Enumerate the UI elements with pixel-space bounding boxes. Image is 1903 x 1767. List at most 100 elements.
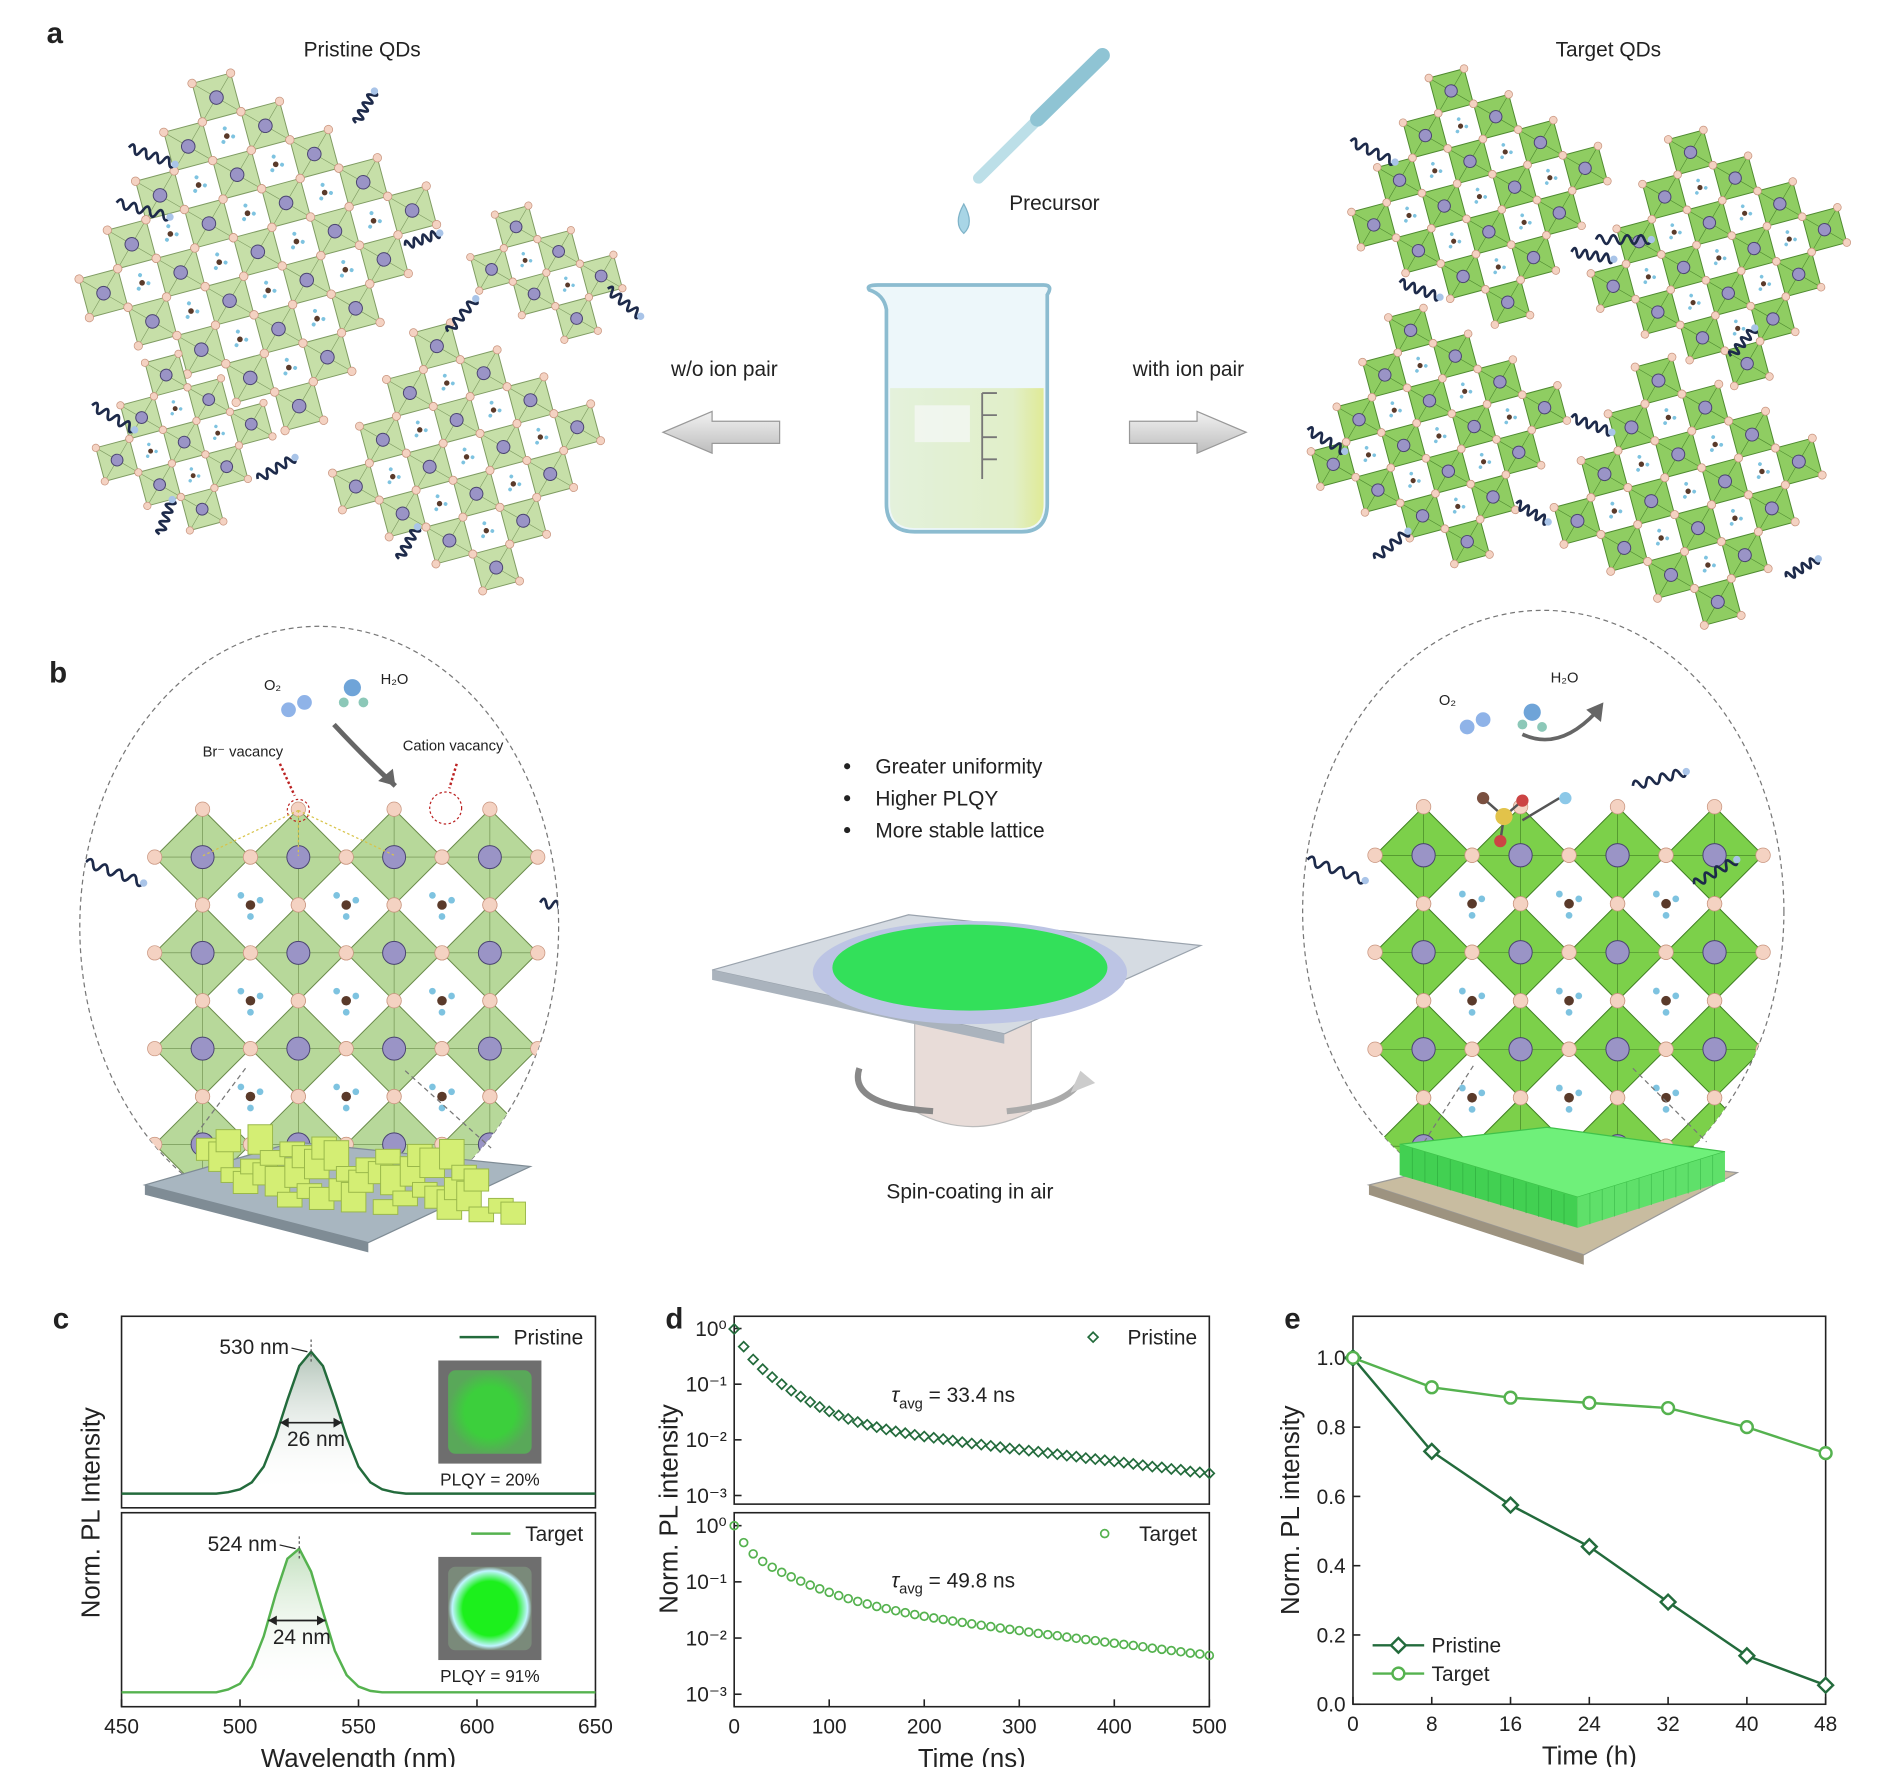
pb-atom <box>382 940 407 965</box>
marker <box>1391 1666 1406 1681</box>
marker <box>728 1322 741 1336</box>
ligand-head <box>1608 428 1616 436</box>
ligand <box>1372 527 1412 560</box>
br-atom <box>1559 539 1569 549</box>
br-atom <box>1450 559 1459 569</box>
br-atom <box>1736 266 1746 276</box>
pb-atom <box>110 453 124 467</box>
pb-atom <box>477 940 502 965</box>
pb-atom <box>523 393 538 408</box>
cation-h <box>489 400 494 405</box>
br-atom <box>1717 537 1726 547</box>
cation-h <box>1553 176 1558 180</box>
br-atom <box>174 349 183 358</box>
marker <box>1136 1459 1149 1472</box>
br-atom <box>1542 231 1551 240</box>
cation-h <box>1458 890 1466 898</box>
br-atom <box>393 230 403 240</box>
cation <box>1417 362 1423 369</box>
marker <box>1042 1629 1053 1640</box>
cation <box>1480 459 1487 465</box>
br-atom <box>74 274 84 284</box>
caption: Spin-coating in air <box>886 1180 1053 1203</box>
br-atom <box>482 801 498 817</box>
cube <box>468 1206 495 1223</box>
cube <box>439 1138 465 1170</box>
pb-atom <box>291 398 307 414</box>
cation <box>1457 123 1464 129</box>
cation-h <box>256 1088 264 1096</box>
cation-h <box>1702 568 1707 573</box>
cation-h <box>423 428 428 433</box>
cation <box>1732 515 1738 521</box>
cation <box>195 182 202 188</box>
cation-h <box>145 454 150 458</box>
ligand <box>403 229 444 249</box>
ligand-chain <box>1515 499 1550 526</box>
br-atom <box>375 317 385 328</box>
marker <box>1737 1646 1756 1665</box>
bullet <box>844 763 851 770</box>
br-atom <box>1316 482 1325 491</box>
plot-frame <box>733 1315 1211 1505</box>
cation-h <box>284 357 289 362</box>
pb-atom <box>1702 940 1727 965</box>
br-atom <box>1511 505 1520 515</box>
br-atom <box>1415 1090 1432 1106</box>
cation <box>483 527 490 534</box>
cation-h <box>1692 489 1697 494</box>
pb-atom <box>1371 483 1385 497</box>
pb-atom <box>422 459 437 474</box>
br-atom <box>482 1088 498 1105</box>
lattice-zoom <box>84 772 559 1200</box>
bullet-text: More stable lattice <box>875 819 1044 842</box>
marker <box>776 1567 787 1578</box>
plot-frame <box>733 1511 1211 1708</box>
cation-h <box>1458 1084 1466 1092</box>
pb-atom <box>1721 286 1735 300</box>
fwhm-label: 26 nm <box>287 1428 345 1451</box>
marker <box>1155 1461 1168 1474</box>
y-tick-label: 10⁻³ <box>686 1684 727 1707</box>
br-atom <box>1650 436 1660 446</box>
pipette-bulb <box>1030 48 1110 127</box>
br-atom <box>1744 490 1753 500</box>
marker <box>1582 1395 1597 1410</box>
substrate-edge <box>144 1184 369 1253</box>
br-atom <box>1797 212 1807 221</box>
cation <box>1564 995 1574 1006</box>
br-atom <box>1736 611 1746 620</box>
br-atom <box>1643 556 1653 566</box>
cation-h <box>214 424 218 429</box>
br-atom <box>344 202 354 212</box>
cation-h <box>213 266 218 271</box>
pb-atom <box>1671 447 1686 462</box>
br-atom <box>161 292 172 302</box>
br-atom <box>1466 479 1475 489</box>
br-atom <box>1577 221 1586 231</box>
ligand-head <box>168 495 176 504</box>
pb-atom <box>1411 243 1426 258</box>
arrowhead <box>1586 702 1604 723</box>
cation-h <box>342 913 350 920</box>
cation-h <box>1565 1008 1573 1016</box>
cation <box>321 189 328 196</box>
cation <box>1365 452 1372 458</box>
marker <box>984 1439 997 1452</box>
x-tick-label: 0 <box>1347 1713 1359 1736</box>
br-atom <box>298 338 308 348</box>
br-atom <box>355 421 364 431</box>
cation <box>522 257 528 263</box>
br-atom <box>1473 364 1482 374</box>
cation-h <box>1703 186 1708 190</box>
ligand-chain <box>445 297 479 333</box>
cation-h <box>1636 467 1641 472</box>
cation-h <box>1609 514 1614 519</box>
br-atom <box>593 326 602 335</box>
pb-atom <box>1411 940 1436 965</box>
br-atom <box>151 253 161 263</box>
cube <box>500 1201 526 1225</box>
cube <box>375 1148 401 1165</box>
marker <box>1117 1456 1130 1469</box>
br-atom <box>1536 460 1546 470</box>
